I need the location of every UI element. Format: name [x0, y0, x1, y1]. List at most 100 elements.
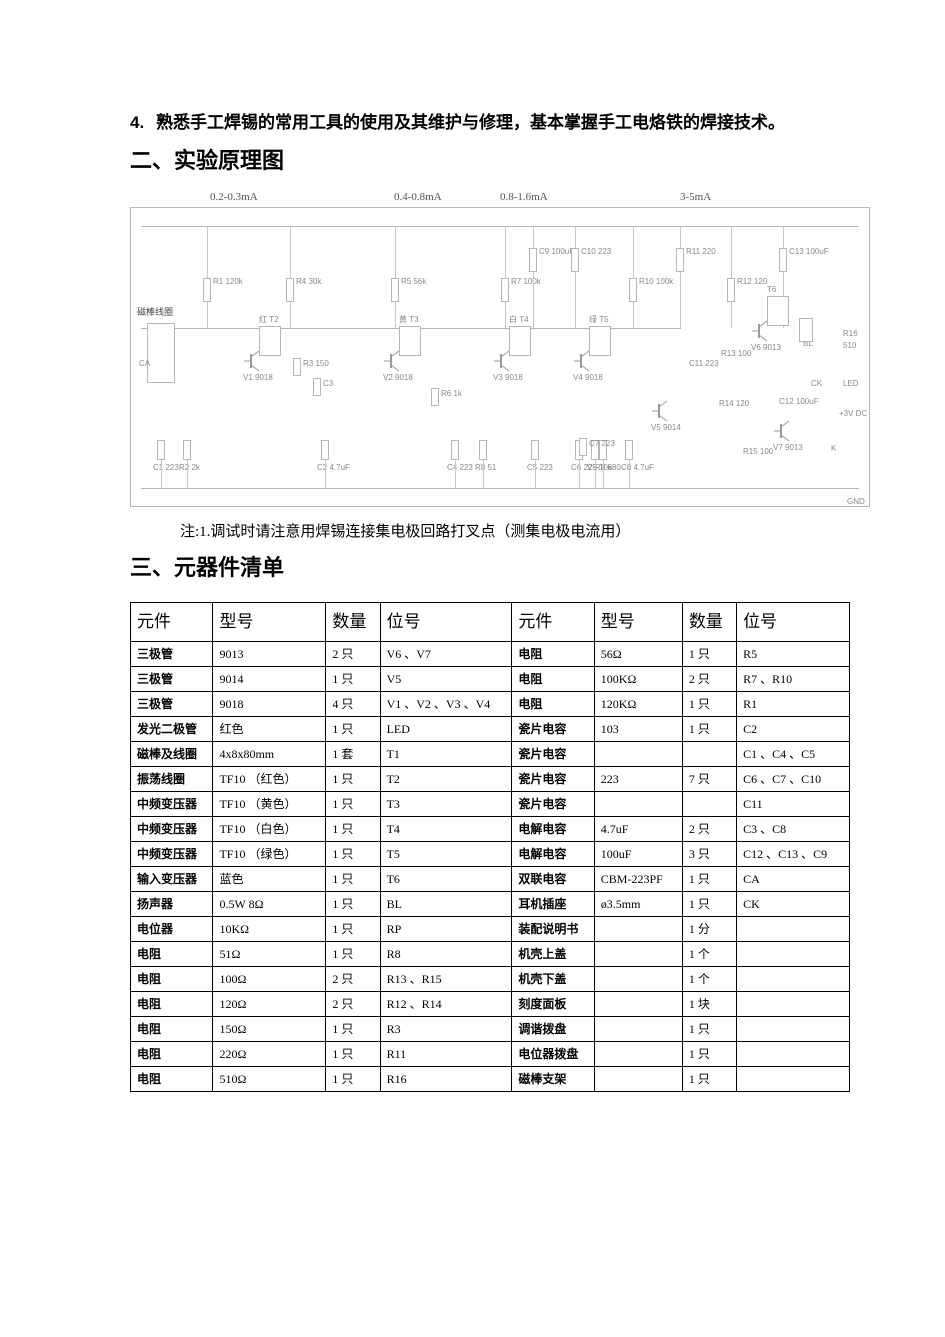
- schematic-component: [571, 248, 579, 272]
- table-cell: [594, 1041, 682, 1066]
- schematic-mid-component: [293, 358, 301, 376]
- table-cell: [594, 991, 682, 1016]
- schematic-transistor-label: V2 9018: [383, 372, 413, 384]
- table-cell: 1 只: [326, 766, 380, 791]
- table-cell: 4.7uF: [594, 816, 682, 841]
- section3-title: 三、元器件清单: [130, 551, 825, 584]
- schematic-mid-label: C7 223: [589, 438, 615, 450]
- schematic-bottom-label: R2 2k: [179, 462, 200, 474]
- table-cell: 瓷片电容: [512, 716, 594, 741]
- table-cell: 机壳上盖: [512, 941, 594, 966]
- table-cell: 56Ω: [594, 641, 682, 666]
- table-cell: [737, 1066, 850, 1091]
- table-cell: 双联电容: [512, 866, 594, 891]
- schematic-mid-label: C3: [323, 378, 333, 390]
- table-cell: [594, 791, 682, 816]
- table-cell: T3: [380, 791, 512, 816]
- schematic-transistor-label: V3 9018: [493, 372, 523, 384]
- table-cell: 1 只: [682, 641, 736, 666]
- table-cell: 电阻: [131, 1066, 213, 1091]
- table-cell: T4: [380, 816, 512, 841]
- table-cell: 4x8x80mm: [213, 741, 326, 766]
- table-row: 电阻51Ω1 只R8机壳上盖1 个: [131, 941, 850, 966]
- table-cell: [737, 966, 850, 991]
- schematic-transistor-label: V5 9014: [651, 422, 681, 434]
- table-cell: 1 只: [326, 1041, 380, 1066]
- table-cell: 1 只: [326, 716, 380, 741]
- table-cell: 1 只: [682, 891, 736, 916]
- table-cell: 1 只: [682, 1016, 736, 1041]
- bom-header-row: 元件 型号 数量 位号 元件 型号 数量 位号: [131, 603, 850, 642]
- schematic-component-label: C9 100uF: [539, 246, 574, 258]
- schematic-bottom-label: C8 4.7uF: [621, 462, 654, 474]
- schematic-component-label: C10 223: [581, 246, 611, 258]
- table-row: 发光二极管红色1 只LED瓷片电容1031 只C2: [131, 716, 850, 741]
- table-cell: CA: [737, 866, 850, 891]
- table-cell: 电解电容: [512, 841, 594, 866]
- table-row: 磁棒及线圈4x8x80mm1 套T1瓷片电容C1 、C4 、C5: [131, 741, 850, 766]
- table-cell: 1 套: [326, 741, 380, 766]
- schematic-bottom-label: V9 10k: [587, 462, 612, 474]
- table-cell: 51Ω: [213, 941, 326, 966]
- schematic-transformer-label: 黄 T3: [399, 314, 419, 326]
- table-row: 中频变压器TF10 （绿色）1 只T5电解电容100uF3 只C12 、C13 …: [131, 841, 850, 866]
- table-cell: TF10 （黄色）: [213, 791, 326, 816]
- schematic-transformer: [509, 326, 531, 356]
- table-cell: C6 、C7 、C10: [737, 766, 850, 791]
- schematic-right-label: CK: [811, 378, 822, 390]
- table-cell: 瓷片电容: [512, 766, 594, 791]
- table-cell: 2 只: [326, 991, 380, 1016]
- table-cell: 电阻: [512, 691, 594, 716]
- schematic-rail-bottom: [141, 488, 859, 489]
- table-cell: 4 只: [326, 691, 380, 716]
- table-cell: V1 、V2 、V3 、V4: [380, 691, 512, 716]
- table-cell: 中频变压器: [131, 816, 213, 841]
- table-cell: 120Ω: [213, 991, 326, 1016]
- ca-label: CA: [139, 358, 150, 370]
- table-cell: 150Ω: [213, 1016, 326, 1041]
- table-cell: C1 、C4 、C5: [737, 741, 850, 766]
- table-cell: 1 个: [682, 941, 736, 966]
- table-cell: C2: [737, 716, 850, 741]
- schematic-component-label: R1 120k: [213, 276, 243, 288]
- bom-h7: 数量: [682, 603, 736, 642]
- table-cell: 223: [594, 766, 682, 791]
- schematic-bottom-component: [157, 440, 165, 460]
- table-cell: 1 只: [326, 791, 380, 816]
- table-cell: 1 只: [682, 1066, 736, 1091]
- schematic-right-label: R15 100: [743, 446, 773, 458]
- table-cell: 中频变压器: [131, 841, 213, 866]
- table-row: 电位器10KΩ1 只RP装配说明书1 分: [131, 916, 850, 941]
- schematic-current-label: 3-5mA: [680, 189, 711, 206]
- table-cell: R12 、R14: [380, 991, 512, 1016]
- table-cell: 装配说明书: [512, 916, 594, 941]
- table-cell: 100Ω: [213, 966, 326, 991]
- schematic-current-label: 0.2-0.3mA: [210, 189, 258, 206]
- table-cell: R7 、R10: [737, 666, 850, 691]
- table-cell: [682, 791, 736, 816]
- table-cell: 2 只: [682, 666, 736, 691]
- table-cell: [737, 916, 850, 941]
- table-cell: 电阻: [131, 1016, 213, 1041]
- table-row: 三极管90132 只V6 、V7电阻56Ω1 只R5: [131, 641, 850, 666]
- left-block-label: 磁棒线圈: [137, 306, 173, 320]
- bom-table: 元件 型号 数量 位号 元件 型号 数量 位号 三极管90132 只V6 、V7…: [130, 602, 850, 1092]
- table-cell: 扬声器: [131, 891, 213, 916]
- table-row: 三极管90141 只V5电阻100KΩ2 只R7 、R10: [131, 666, 850, 691]
- schematic-speaker: [799, 318, 813, 342]
- coil-t1: [147, 323, 175, 383]
- table-cell: 2 只: [326, 641, 380, 666]
- table-cell: 1 只: [326, 916, 380, 941]
- table-cell: 1 分: [682, 916, 736, 941]
- schematic-box: 磁棒线圈 CA R1 120kR4 30kR5 56kR7 100kR10 10…: [130, 207, 870, 507]
- table-cell: 中频变压器: [131, 791, 213, 816]
- table-cell: 电位器: [131, 916, 213, 941]
- table-cell: 耳机插座: [512, 891, 594, 916]
- table-cell: R3: [380, 1016, 512, 1041]
- table-cell: C11: [737, 791, 850, 816]
- table-cell: 0.5W 8Ω: [213, 891, 326, 916]
- table-cell: 1 个: [682, 966, 736, 991]
- table-row: 扬声器0.5W 8Ω1 只BL耳机插座ø3.5mm1 只CK: [131, 891, 850, 916]
- table-cell: 120KΩ: [594, 691, 682, 716]
- schematic-component: [779, 248, 787, 272]
